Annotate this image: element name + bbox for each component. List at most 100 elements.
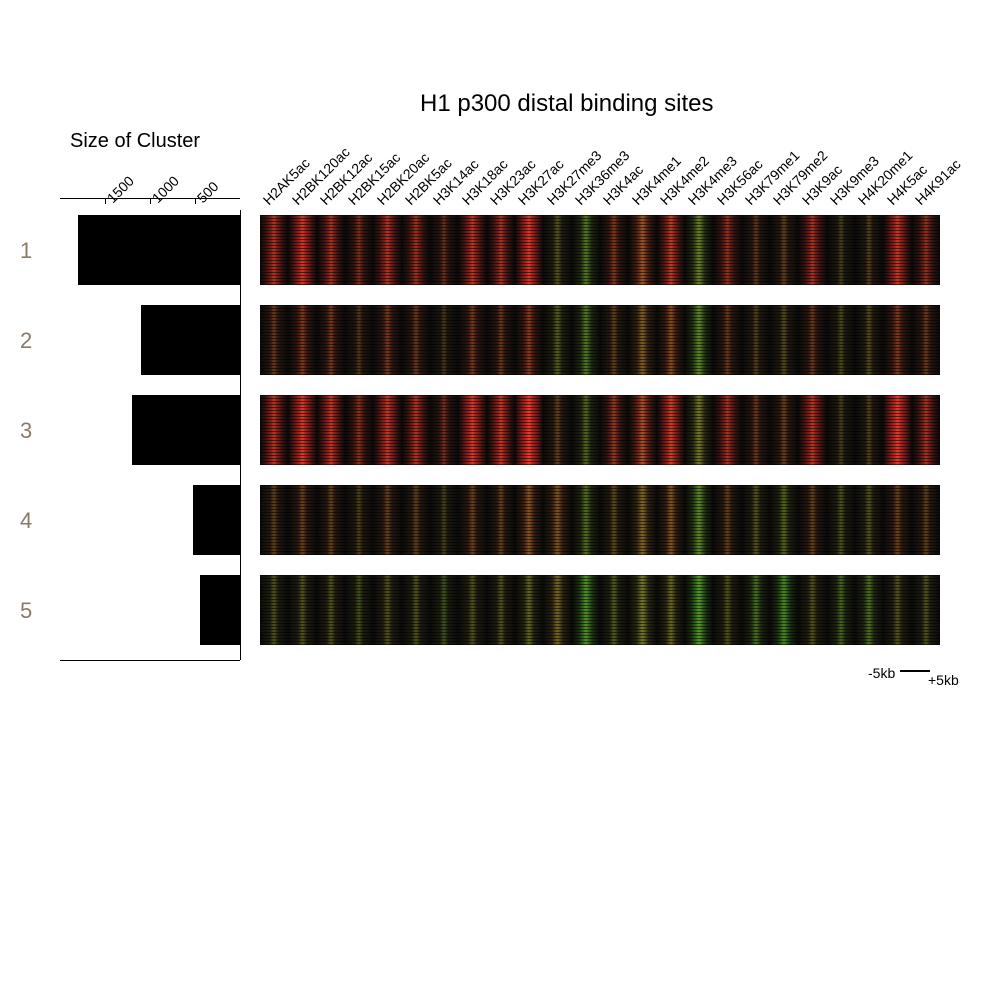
heatmap-column (458, 215, 486, 285)
heatmap-column (317, 215, 345, 285)
heatmap-column (458, 485, 486, 555)
heatmap-column (798, 215, 826, 285)
heatmap-column (487, 395, 515, 465)
scale-left-label: -5kb (868, 665, 895, 681)
heatmap-column (288, 395, 316, 465)
heatmap-column (515, 395, 543, 465)
heatmap-column (600, 485, 628, 555)
heatmap-column (827, 395, 855, 465)
heatmap-column (402, 485, 430, 555)
cluster-id-label: 3 (20, 418, 32, 444)
heatmap-column (742, 215, 770, 285)
heatmap-column (260, 575, 288, 645)
heatmap-column (373, 395, 401, 465)
cluster-size-bar (78, 215, 240, 285)
heatmap-column (288, 575, 316, 645)
heatmap-column (912, 485, 940, 555)
cluster-heatmap (260, 575, 940, 645)
heatmap-column (770, 305, 798, 375)
heatmap-column (742, 485, 770, 555)
cluster-heatmap (260, 485, 940, 555)
heatmap-column (798, 485, 826, 555)
heatmap-column (713, 485, 741, 555)
heatmap-column (260, 395, 288, 465)
heatmap-column (657, 485, 685, 555)
heatmap-column (487, 215, 515, 285)
heatmap-column (543, 575, 571, 645)
bar-axis-tickmark (195, 198, 196, 204)
heatmap-column (260, 485, 288, 555)
heatmap-column (657, 395, 685, 465)
heatmap-column (742, 575, 770, 645)
heatmap-column (685, 575, 713, 645)
heatmap-column (600, 575, 628, 645)
heatmap-column (742, 395, 770, 465)
heatmap-column (827, 215, 855, 285)
heatmap-column (685, 215, 713, 285)
heatmap-column (345, 395, 373, 465)
heatmap-column (827, 485, 855, 555)
cluster-heatmap (260, 215, 940, 285)
heatmap-column (713, 305, 741, 375)
heatmap-column (515, 485, 543, 555)
heatmap-column (317, 575, 345, 645)
cluster-size-bar (193, 485, 240, 555)
heatmap-column (317, 485, 345, 555)
heatmap-column (770, 215, 798, 285)
heatmap-column (912, 305, 940, 375)
heatmap-column (798, 575, 826, 645)
heatmap-column (883, 575, 911, 645)
heatmap-column (487, 485, 515, 555)
heatmap-column (912, 575, 940, 645)
heatmap-column (628, 215, 656, 285)
heatmap-column (912, 395, 940, 465)
heatmap-column (487, 575, 515, 645)
heatmap-column (883, 305, 911, 375)
heatmap-column (373, 485, 401, 555)
heatmap-column (260, 305, 288, 375)
heatmap-column (855, 215, 883, 285)
figure-title: H1 p300 distal binding sites (420, 90, 714, 118)
heatmap-column (402, 305, 430, 375)
heatmap-column (685, 485, 713, 555)
heatmap-column (827, 305, 855, 375)
heatmap-column (572, 215, 600, 285)
cluster-id-label: 5 (20, 598, 32, 624)
heatmap-column (373, 305, 401, 375)
heatmap-column (798, 305, 826, 375)
heatmap-column (260, 215, 288, 285)
heatmap-column (628, 305, 656, 375)
bar-chart-title: Size of Cluster (70, 130, 200, 153)
bar-axis-tick: 500 (194, 178, 222, 206)
heatmap-column (430, 395, 458, 465)
heatmap-column (713, 215, 741, 285)
heatmap-column (345, 485, 373, 555)
heatmap-column (515, 305, 543, 375)
heatmap-column (543, 395, 571, 465)
scale-right-label: +5kb (928, 672, 959, 688)
heatmap-column (515, 215, 543, 285)
heatmap-column (317, 395, 345, 465)
bar-axis: 15001000500 (60, 160, 240, 200)
cluster-id-label: 4 (20, 508, 32, 534)
bar-axis-tickmark (105, 198, 106, 204)
heatmap-column (855, 485, 883, 555)
heatmap-column (288, 305, 316, 375)
heatmap-column (628, 485, 656, 555)
bar-axis-tickmark (150, 198, 151, 204)
heatmap-column (685, 395, 713, 465)
cluster-heatmap (260, 395, 940, 465)
heatmap-column (628, 395, 656, 465)
heatmap-column (685, 305, 713, 375)
heatmap-column (713, 395, 741, 465)
heatmap-column (798, 395, 826, 465)
heatmap-column (600, 305, 628, 375)
heatmap-column (402, 395, 430, 465)
cluster-id-label: 2 (20, 328, 32, 354)
heatmap-column (487, 305, 515, 375)
heatmap-column (288, 215, 316, 285)
heatmap-column (770, 485, 798, 555)
heatmap-column (657, 305, 685, 375)
heatmap-column (883, 485, 911, 555)
heatmap-column (600, 215, 628, 285)
